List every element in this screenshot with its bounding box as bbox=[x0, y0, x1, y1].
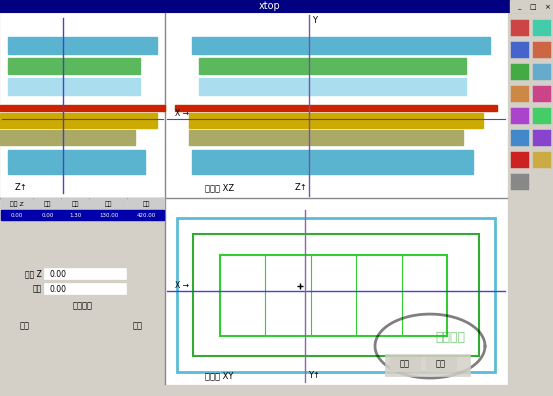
Text: 0.00: 0.00 bbox=[50, 285, 67, 293]
Bar bbox=[189, 113, 483, 128]
Text: Y↑: Y↑ bbox=[308, 371, 320, 380]
Bar bbox=[0, 13, 165, 198]
Bar bbox=[533, 152, 551, 168]
Text: Z↑: Z↑ bbox=[15, 183, 28, 192]
Bar bbox=[34, 198, 61, 210]
Bar bbox=[0, 130, 135, 145]
Bar bbox=[44, 268, 126, 279]
Text: 长度: 长度 bbox=[143, 202, 150, 207]
Bar bbox=[8, 37, 156, 54]
Bar bbox=[8, 58, 140, 74]
Bar bbox=[0, 0, 540, 12]
Bar bbox=[199, 58, 466, 74]
Bar bbox=[513, 2, 525, 11]
Bar bbox=[115, 319, 161, 333]
Text: 厚度: 厚度 bbox=[72, 202, 79, 207]
Text: 更改: 更改 bbox=[133, 322, 143, 331]
Text: 顶视图 XY: 顶视图 XY bbox=[205, 371, 233, 380]
Bar bbox=[541, 2, 553, 11]
Bar bbox=[199, 78, 466, 95]
Bar bbox=[511, 130, 529, 146]
Text: 宽度: 宽度 bbox=[105, 202, 112, 207]
Text: Y: Y bbox=[312, 16, 317, 25]
Bar bbox=[192, 150, 473, 174]
Bar bbox=[511, 152, 529, 168]
Bar bbox=[426, 357, 456, 371]
Bar bbox=[533, 64, 551, 80]
Bar bbox=[165, 13, 507, 198]
Bar bbox=[511, 42, 529, 58]
Bar bbox=[533, 20, 551, 36]
Text: 偏移 Z: 偏移 Z bbox=[25, 270, 42, 279]
Text: Z↑: Z↑ bbox=[295, 183, 308, 192]
Bar bbox=[4, 319, 46, 333]
Bar bbox=[189, 130, 462, 145]
Bar bbox=[8, 78, 140, 95]
Text: □: □ bbox=[530, 4, 536, 10]
Bar bbox=[128, 198, 165, 210]
Text: 取消: 取消 bbox=[436, 360, 446, 369]
Text: 移绿: 移绿 bbox=[20, 322, 30, 331]
Bar bbox=[511, 20, 529, 36]
Text: 0.00: 0.00 bbox=[11, 213, 23, 218]
Text: 0.00: 0.00 bbox=[41, 213, 54, 218]
Text: www.pro.wildfire.cn: www.pro.wildfire.cn bbox=[400, 357, 453, 362]
Bar bbox=[62, 198, 89, 210]
Bar bbox=[8, 299, 157, 313]
Bar bbox=[390, 357, 420, 371]
Text: 指定钢带: 指定钢带 bbox=[72, 302, 92, 310]
Text: 偏移 Z: 偏移 Z bbox=[10, 202, 24, 207]
Bar bbox=[177, 218, 495, 372]
Text: X →: X → bbox=[175, 281, 189, 290]
Bar bbox=[192, 37, 490, 54]
Text: 0.00: 0.00 bbox=[50, 270, 67, 279]
Bar bbox=[1, 210, 164, 220]
Text: 野火论坛: 野火论坛 bbox=[435, 331, 465, 344]
Bar bbox=[533, 86, 551, 102]
Bar bbox=[193, 234, 479, 356]
Bar bbox=[0, 384, 507, 396]
Bar bbox=[0, 113, 156, 128]
Bar bbox=[385, 354, 470, 376]
Text: xtop: xtop bbox=[259, 1, 281, 11]
Bar bbox=[0, 105, 165, 111]
Bar bbox=[533, 42, 551, 58]
Bar bbox=[527, 2, 539, 11]
Bar bbox=[533, 108, 551, 124]
Bar bbox=[8, 150, 145, 174]
Text: X →: X → bbox=[175, 109, 189, 118]
Bar bbox=[533, 130, 551, 146]
Text: 角度: 角度 bbox=[33, 285, 42, 293]
Text: 角度: 角度 bbox=[44, 202, 51, 207]
Bar bbox=[165, 198, 507, 384]
Text: 正视图 XZ: 正视图 XZ bbox=[205, 183, 234, 192]
Text: 420.00: 420.00 bbox=[137, 213, 156, 218]
Text: ×: × bbox=[544, 4, 550, 10]
Bar bbox=[507, 13, 553, 396]
Bar bbox=[511, 64, 529, 80]
Text: _: _ bbox=[517, 4, 521, 10]
Bar bbox=[220, 255, 447, 336]
Bar bbox=[510, 0, 553, 12]
Bar bbox=[44, 283, 126, 294]
Bar bbox=[90, 198, 127, 210]
Text: 130.00: 130.00 bbox=[99, 213, 118, 218]
Bar bbox=[511, 86, 529, 102]
Bar bbox=[1, 198, 33, 210]
Bar bbox=[175, 105, 497, 111]
Text: 1.30: 1.30 bbox=[69, 213, 82, 218]
Bar bbox=[0, 198, 165, 384]
Bar bbox=[511, 174, 529, 190]
Text: 确定: 确定 bbox=[400, 360, 410, 369]
Bar bbox=[0, 196, 507, 199]
Bar bbox=[511, 108, 529, 124]
